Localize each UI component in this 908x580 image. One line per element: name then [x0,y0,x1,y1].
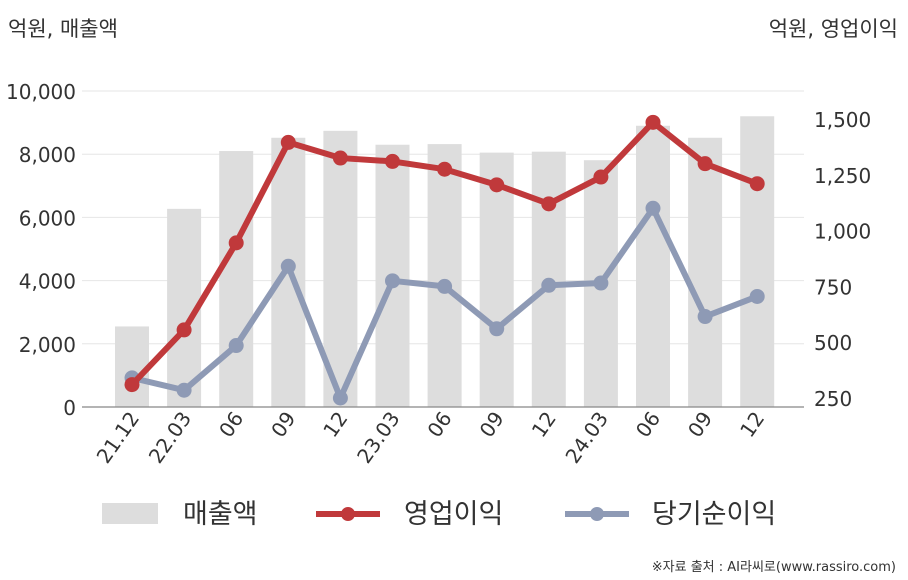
left-tick-label: 8,000 [19,143,76,167]
legend-swatch-net-income-marker [590,507,604,521]
right-axis-unit: 억원, 영업이익 [769,17,898,41]
bar-revenue [427,144,462,407]
point-operating-profit [176,322,192,338]
point-net-income [228,338,244,354]
right-tick-label: 250 [814,387,852,411]
x-tick-label: 12 [735,407,769,442]
point-operating-profit [385,153,400,169]
point-net-income [280,258,296,274]
x-tick-label: 12 [318,407,352,442]
point-operating-profit [437,161,453,177]
bars-revenue [115,116,775,408]
bar-revenue [688,137,723,407]
point-operating-profit [645,114,661,130]
point-net-income [593,275,609,291]
x-tick-label: 24.03 [560,407,613,468]
right-tick-label: 1,500 [814,108,871,132]
point-net-income [176,382,192,398]
x-tick-label: 09 [683,407,717,442]
legend: 매출액 영업이익 당기순이익 [102,499,776,530]
bar-revenue [219,151,254,407]
point-operating-profit [124,377,140,393]
legend-swatch-operating-profit-marker [341,507,355,521]
x-tick-label: 22.03 [144,407,197,468]
point-net-income [332,390,348,406]
bar-revenue [740,116,775,407]
point-net-income [749,288,765,304]
left-tick-label: 4,000 [19,270,76,294]
right-tick-label: 750 [814,275,852,299]
right-tick-label: 1,250 [814,164,871,188]
legend-label-revenue: 매출액 [183,499,258,530]
bar-revenue [636,125,670,407]
x-tick-label: 06 [422,407,456,442]
legend-label-net-income: 당기순이익 [652,499,776,530]
point-operating-profit [593,169,609,185]
point-operating-profit [228,235,244,251]
x-tick-label: 21.12 [92,407,145,468]
point-operating-profit [541,196,557,212]
bar-revenue [323,130,358,408]
right-tick-label: 1,000 [814,220,871,244]
left-axis-ticks: 0 2,000 4,000 6,000 8,000 10,000 [6,80,76,420]
point-operating-profit [280,134,296,150]
x-tick-label: 12 [527,407,561,442]
point-net-income [385,273,400,289]
left-axis-unit: 억원, 매출액 [8,17,118,41]
point-operating-profit [489,177,505,193]
source-note: ※자료 출처 : AI라씨로(www.rassiro.com) [652,560,896,575]
legend-label-operating-profit: 영업이익 [404,499,503,530]
point-net-income [697,309,713,325]
point-net-income [437,278,453,294]
series-lines [124,114,765,406]
point-net-income [489,321,505,337]
left-tick-label: 0 [63,396,76,420]
x-axis-ticks: 21.12 22.03 06 09 12 23.03 06 09 12 24.03 06 09 12 [92,407,770,468]
left-tick-label: 2,000 [19,333,76,357]
bar-revenue [115,326,149,407]
left-tick-label: 10,000 [6,80,76,104]
x-tick-label: 23.03 [352,407,405,468]
x-tick-label: 06 [631,407,665,442]
point-operating-profit [749,176,765,192]
x-tick-label: 06 [214,407,248,442]
legend-swatch-revenue [102,503,158,524]
x-tick-label: 09 [266,407,300,442]
point-net-income [645,200,661,216]
left-tick-label: 6,000 [19,206,76,230]
point-operating-profit [697,156,713,172]
point-net-income [541,277,557,293]
right-tick-label: 500 [814,331,852,355]
x-tick-label: 09 [475,407,509,442]
bar-revenue [479,152,514,407]
right-axis-ticks: 250 500 750 1,000 1,250 1,500 [814,108,871,411]
point-operating-profit [332,150,348,166]
